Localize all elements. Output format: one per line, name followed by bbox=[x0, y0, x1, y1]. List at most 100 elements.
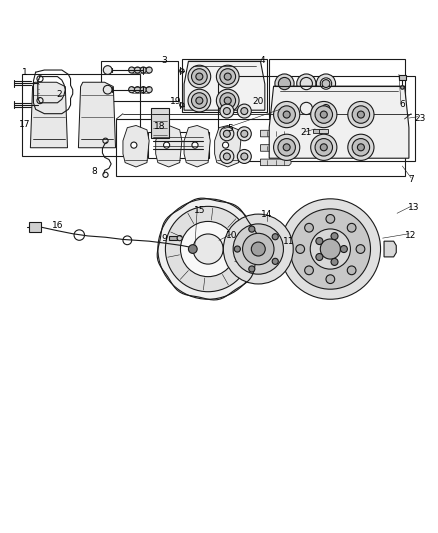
Text: 16: 16 bbox=[52, 221, 63, 230]
Circle shape bbox=[134, 87, 141, 93]
Circle shape bbox=[340, 246, 347, 253]
Circle shape bbox=[140, 67, 146, 73]
Circle shape bbox=[311, 134, 337, 160]
Circle shape bbox=[196, 73, 203, 80]
Text: 10: 10 bbox=[226, 231, 238, 239]
Circle shape bbox=[237, 149, 251, 164]
Text: 14: 14 bbox=[261, 209, 273, 219]
Circle shape bbox=[220, 104, 234, 118]
Circle shape bbox=[279, 102, 290, 115]
Polygon shape bbox=[184, 125, 210, 167]
Circle shape bbox=[103, 66, 112, 75]
Circle shape bbox=[220, 127, 234, 141]
Circle shape bbox=[166, 206, 251, 292]
Bar bbox=[182, 59, 267, 111]
Circle shape bbox=[220, 93, 236, 108]
Circle shape bbox=[237, 127, 251, 141]
Circle shape bbox=[356, 245, 365, 253]
Circle shape bbox=[233, 224, 283, 274]
Circle shape bbox=[357, 111, 364, 118]
Polygon shape bbox=[261, 130, 291, 137]
Circle shape bbox=[278, 139, 295, 156]
Circle shape bbox=[163, 142, 170, 148]
Circle shape bbox=[316, 238, 323, 245]
Text: 12: 12 bbox=[406, 231, 417, 239]
Circle shape bbox=[320, 144, 327, 151]
Circle shape bbox=[243, 233, 274, 265]
Circle shape bbox=[311, 101, 337, 128]
Circle shape bbox=[223, 214, 293, 284]
Circle shape bbox=[348, 134, 374, 160]
Circle shape bbox=[192, 142, 198, 148]
Polygon shape bbox=[184, 61, 265, 110]
Bar bbox=[101, 61, 177, 101]
Circle shape bbox=[223, 108, 230, 115]
Circle shape bbox=[275, 74, 294, 93]
Text: 7: 7 bbox=[408, 175, 414, 184]
Circle shape bbox=[316, 74, 336, 93]
Circle shape bbox=[278, 106, 295, 123]
Bar bbox=[269, 59, 405, 118]
Circle shape bbox=[352, 106, 370, 123]
Circle shape bbox=[180, 221, 236, 277]
Circle shape bbox=[401, 86, 404, 89]
Circle shape bbox=[237, 104, 251, 118]
Bar bbox=[399, 75, 406, 79]
Circle shape bbox=[220, 149, 234, 164]
Circle shape bbox=[196, 97, 203, 104]
Bar bbox=[117, 119, 405, 176]
Circle shape bbox=[191, 93, 207, 108]
Polygon shape bbox=[78, 82, 116, 148]
Circle shape bbox=[146, 87, 152, 93]
Circle shape bbox=[272, 233, 278, 240]
Circle shape bbox=[279, 77, 290, 90]
Polygon shape bbox=[269, 86, 409, 158]
Circle shape bbox=[146, 67, 152, 73]
Circle shape bbox=[191, 69, 207, 84]
Circle shape bbox=[296, 245, 304, 253]
Text: 19: 19 bbox=[170, 97, 181, 106]
Circle shape bbox=[320, 103, 332, 114]
Circle shape bbox=[158, 199, 258, 299]
Circle shape bbox=[220, 69, 236, 84]
Circle shape bbox=[348, 101, 374, 128]
Circle shape bbox=[249, 226, 255, 232]
Circle shape bbox=[326, 275, 335, 284]
Text: 1: 1 bbox=[22, 68, 28, 77]
Text: 21: 21 bbox=[300, 128, 312, 138]
Circle shape bbox=[326, 215, 335, 223]
Circle shape bbox=[134, 67, 141, 73]
Circle shape bbox=[223, 130, 230, 138]
Text: 15: 15 bbox=[194, 206, 205, 215]
Text: 3: 3 bbox=[162, 56, 167, 65]
Circle shape bbox=[331, 259, 338, 265]
Polygon shape bbox=[261, 159, 291, 166]
Circle shape bbox=[347, 266, 356, 274]
Circle shape bbox=[283, 111, 290, 118]
Circle shape bbox=[280, 199, 381, 299]
Text: 17: 17 bbox=[19, 120, 31, 129]
Polygon shape bbox=[384, 241, 396, 257]
Circle shape bbox=[129, 67, 135, 73]
Text: 23: 23 bbox=[414, 114, 426, 123]
Circle shape bbox=[310, 229, 350, 269]
Circle shape bbox=[193, 234, 223, 264]
Circle shape bbox=[357, 144, 364, 151]
Circle shape bbox=[322, 79, 330, 87]
Bar bbox=[29, 222, 41, 232]
Text: 5: 5 bbox=[227, 125, 233, 133]
Text: 18: 18 bbox=[154, 122, 166, 131]
Bar bbox=[313, 129, 321, 133]
Circle shape bbox=[274, 134, 300, 160]
Text: 13: 13 bbox=[407, 203, 419, 212]
Circle shape bbox=[331, 232, 338, 240]
Circle shape bbox=[188, 65, 211, 88]
Polygon shape bbox=[261, 144, 291, 151]
Polygon shape bbox=[123, 125, 149, 167]
Circle shape bbox=[316, 254, 323, 261]
Circle shape bbox=[272, 259, 278, 264]
Circle shape bbox=[320, 78, 332, 89]
Circle shape bbox=[290, 209, 371, 289]
Circle shape bbox=[352, 139, 370, 156]
Circle shape bbox=[305, 266, 314, 274]
